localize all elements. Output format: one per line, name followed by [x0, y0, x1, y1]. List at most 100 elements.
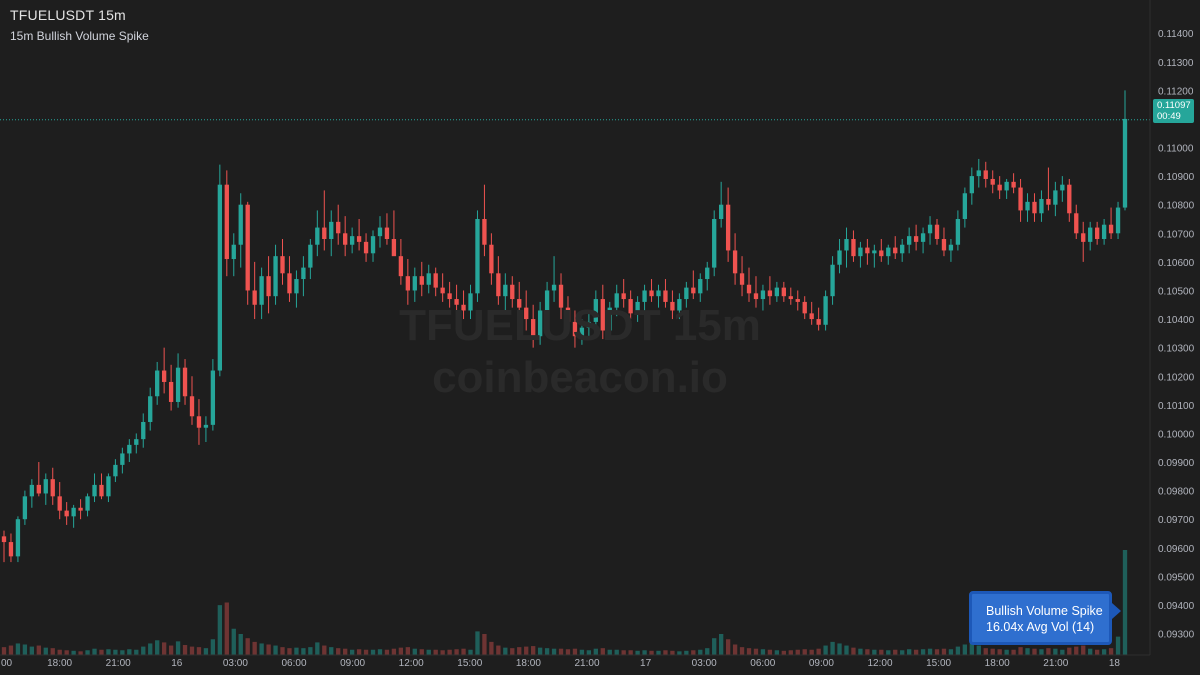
candle-body[interactable]	[99, 484, 104, 497]
candle-body[interactable]	[510, 284, 515, 300]
candle-body[interactable]	[57, 496, 62, 511]
candle-body[interactable]	[175, 367, 181, 402]
candle-body[interactable]	[43, 479, 48, 494]
candle-body[interactable]	[983, 170, 988, 179]
candle-body[interactable]	[106, 476, 111, 497]
candle-body[interactable]	[1011, 181, 1016, 188]
candle-body[interactable]	[1122, 118, 1128, 208]
candle-body[interactable]	[294, 279, 299, 294]
candle-body[interactable]	[64, 510, 69, 517]
candle-body[interactable]	[238, 204, 243, 245]
candle-body[interactable]	[823, 296, 828, 325]
candle-body[interactable]	[586, 321, 592, 328]
candle-body[interactable]	[336, 221, 341, 234]
candle-body[interactable]	[746, 284, 752, 294]
candle-body[interactable]	[558, 284, 564, 308]
candle-body[interactable]	[600, 299, 605, 331]
candle-body[interactable]	[544, 290, 550, 311]
candle-body[interactable]	[419, 276, 424, 285]
candle-body[interactable]	[649, 290, 654, 297]
candle-body[interactable]	[1101, 224, 1107, 240]
candle-body[interactable]	[802, 301, 807, 314]
candle-body[interactable]	[468, 293, 473, 311]
candle-body[interactable]	[196, 416, 202, 428]
candle-body[interactable]	[280, 256, 285, 274]
candle-body[interactable]	[656, 290, 661, 297]
candle-body[interactable]	[210, 370, 216, 425]
candle-body[interactable]	[36, 484, 41, 494]
candle-body[interactable]	[677, 299, 682, 311]
candle-body[interactable]	[447, 293, 452, 300]
candle-body[interactable]	[621, 293, 626, 300]
candle-body[interactable]	[22, 496, 28, 520]
candle-body[interactable]	[134, 439, 139, 445]
candle-body[interactable]	[893, 247, 898, 254]
candle-body[interactable]	[370, 236, 376, 254]
candle-body[interactable]	[705, 267, 710, 280]
candle-body[interactable]	[872, 250, 877, 254]
candle-body[interactable]	[900, 244, 905, 254]
candle-body[interactable]	[886, 247, 891, 257]
candle-body[interactable]	[837, 250, 842, 265]
candle-body[interactable]	[719, 204, 724, 219]
candle-body[interactable]	[760, 290, 766, 300]
candle-body[interactable]	[15, 519, 21, 557]
candle-body[interactable]	[997, 184, 1002, 191]
candle-body[interactable]	[670, 301, 675, 311]
candle-body[interactable]	[1053, 190, 1058, 205]
candle-body[interactable]	[948, 244, 954, 251]
candle-body[interactable]	[475, 219, 480, 294]
candle-body[interactable]	[433, 273, 438, 288]
candle-body[interactable]	[489, 244, 494, 274]
candle-body[interactable]	[329, 221, 334, 239]
candle-body[interactable]	[809, 313, 814, 320]
candle-body[interactable]	[593, 299, 598, 322]
candle-body[interactable]	[356, 236, 362, 242]
candle-body[interactable]	[1018, 187, 1023, 211]
candle-body[interactable]	[1060, 184, 1065, 191]
candle-body[interactable]	[287, 273, 292, 294]
candle-body[interactable]	[168, 381, 174, 402]
candle-body[interactable]	[1094, 227, 1100, 240]
candle-body[interactable]	[537, 310, 543, 337]
candle-body[interactable]	[482, 219, 487, 245]
candle-body[interactable]	[405, 276, 410, 291]
candle-body[interactable]	[1074, 213, 1079, 234]
candle-body[interactable]	[907, 236, 912, 245]
candle-body[interactable]	[308, 244, 313, 268]
candle-body[interactable]	[426, 273, 431, 285]
candle-body[interactable]	[684, 287, 689, 300]
candle-body[interactable]	[71, 507, 76, 517]
candle-body[interactable]	[955, 219, 961, 245]
candle-body[interactable]	[913, 236, 919, 242]
candle-body[interactable]	[161, 370, 167, 382]
candle-body[interactable]	[496, 273, 501, 297]
candle-body[interactable]	[224, 184, 229, 260]
candle-body[interactable]	[8, 542, 14, 557]
candle-body[interactable]	[266, 276, 271, 297]
candle-body[interactable]	[774, 287, 780, 297]
candle-body[interactable]	[1004, 181, 1009, 191]
candle-body[interactable]	[663, 290, 668, 302]
candle-body[interactable]	[858, 247, 863, 257]
candle-body[interactable]	[398, 256, 404, 277]
candle-body[interactable]	[865, 247, 870, 254]
candle-body[interactable]	[551, 284, 557, 291]
candle-body[interactable]	[273, 256, 278, 297]
candle-body[interactable]	[732, 250, 738, 274]
candle-body[interactable]	[377, 227, 383, 237]
candle-body[interactable]	[691, 287, 696, 294]
candle-body[interactable]	[343, 233, 348, 245]
candle-body[interactable]	[349, 236, 355, 245]
candle-body[interactable]	[120, 453, 125, 465]
candle-body[interactable]	[969, 176, 974, 194]
candle-body[interactable]	[322, 227, 327, 240]
candle-body[interactable]	[712, 219, 717, 268]
candle-body[interactable]	[1046, 198, 1051, 205]
candle-body[interactable]	[315, 227, 320, 245]
candle-body[interactable]	[29, 484, 35, 497]
candle-body[interactable]	[739, 273, 745, 285]
candle-body[interactable]	[1, 536, 7, 543]
candle-body[interactable]	[795, 299, 800, 302]
candle-body[interactable]	[245, 204, 250, 291]
